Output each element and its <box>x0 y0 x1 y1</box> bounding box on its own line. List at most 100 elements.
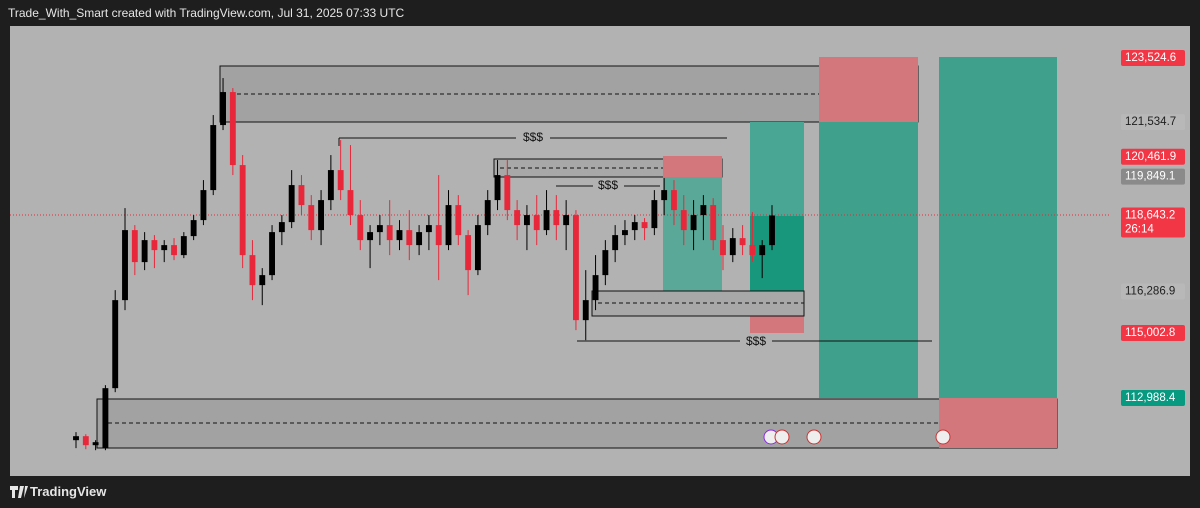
candle-body <box>700 205 707 216</box>
candle-body <box>122 230 128 301</box>
candle-body <box>327 170 334 201</box>
candle-body <box>200 190 207 221</box>
candle-body <box>494 175 501 201</box>
price-label-bg <box>1121 114 1185 131</box>
target-zone <box>939 57 1057 398</box>
target-zone <box>819 122 918 398</box>
candle-body <box>229 92 236 166</box>
candle-body <box>298 185 305 206</box>
annotation: $$$ <box>523 130 543 144</box>
price-label-bg <box>1121 49 1185 66</box>
candle-body <box>582 300 589 321</box>
candle-body <box>455 205 462 236</box>
price-label-bg <box>1121 168 1185 185</box>
candle-body <box>592 275 599 301</box>
price-axis: 123,524.6 121,534.7 120,461.9 119,849.1 118,… <box>1121 49 1185 406</box>
candle-body <box>769 215 775 246</box>
stop-zone <box>663 156 722 177</box>
candle-body <box>622 230 628 236</box>
candle-body <box>367 232 374 241</box>
candle-body <box>533 215 540 231</box>
candle-body <box>484 200 491 226</box>
candle-body <box>376 225 383 233</box>
candle-body <box>82 436 89 446</box>
price-label-bg <box>1121 389 1185 406</box>
candle-body <box>739 238 746 246</box>
countdown: 26:14 <box>1125 224 1154 236</box>
candle-body <box>347 190 354 216</box>
price-label: 120,461.9 <box>1125 151 1176 163</box>
candle-body <box>435 225 442 246</box>
footer-text: TradingView <box>30 484 107 499</box>
candle-body <box>171 245 177 256</box>
candle-body <box>671 190 677 211</box>
price-label-bg <box>1121 148 1185 165</box>
price-label: 115,002.8 <box>1125 327 1175 339</box>
candle-body <box>406 230 413 246</box>
candle-body <box>386 225 393 241</box>
candle-body <box>210 125 217 191</box>
candle-body <box>180 236 187 256</box>
target-zone <box>750 122 804 216</box>
candle-body <box>602 250 609 276</box>
candle-body <box>523 215 530 226</box>
candle-body <box>690 215 697 231</box>
candle-body <box>151 240 158 251</box>
event-icon[interactable] <box>806 429 822 445</box>
price-label: 123,524.6 <box>1125 52 1176 64</box>
target-zone <box>750 216 804 291</box>
candle-body <box>220 92 226 126</box>
candle-body <box>190 220 197 237</box>
candle-body <box>661 190 668 201</box>
candle-body <box>474 225 481 271</box>
candle-body <box>161 245 168 251</box>
price-label: 119,849.1 <box>1125 171 1175 183</box>
candle-body <box>318 200 325 231</box>
candle-body <box>112 300 119 389</box>
candle-body <box>514 210 521 226</box>
candle-body <box>680 210 687 231</box>
candle-body <box>131 230 138 263</box>
candle-body <box>641 222 648 229</box>
candle-body <box>553 210 560 226</box>
price-label: 116,286.9 <box>1125 286 1175 298</box>
candle-body <box>631 222 638 231</box>
candle-body <box>543 210 550 231</box>
candle-body <box>102 388 109 449</box>
candle-body <box>759 245 766 256</box>
candle-body <box>141 240 148 263</box>
candle-body <box>288 185 295 223</box>
candle-body <box>720 240 726 256</box>
candle-body <box>396 230 403 241</box>
candle-body <box>357 215 364 241</box>
annotation: $$$ <box>746 334 766 348</box>
stop-zone <box>939 398 1057 448</box>
annotation: $$$ <box>598 178 618 192</box>
header-text: Trade_With_Smart created with TradingVie… <box>8 6 405 20</box>
price-label: 121,534.7 <box>1125 116 1176 128</box>
logo[interactable] <box>10 486 28 498</box>
candle-body <box>337 170 344 191</box>
price-label-bg <box>1121 207 1185 238</box>
candle-body <box>651 200 658 229</box>
candle-body <box>445 205 452 246</box>
candle-body <box>73 436 79 441</box>
candle-body <box>259 275 266 286</box>
candle-body <box>504 175 511 211</box>
event-icon[interactable] <box>774 429 790 445</box>
candle-body <box>749 245 756 256</box>
stop-zone <box>819 57 918 122</box>
candle-body <box>425 225 432 233</box>
candle-body <box>563 215 570 226</box>
price-label: 112,988.4 <box>1125 392 1176 404</box>
price-label-bg <box>1121 283 1185 300</box>
candle-body <box>612 235 619 251</box>
event-icon[interactable] <box>935 429 951 445</box>
candles <box>73 78 775 451</box>
candle-body <box>92 442 99 446</box>
price-label: 118,643.2 <box>1125 210 1175 222</box>
candle-body <box>308 205 315 231</box>
drawings: $$$ $$$ $$$ <box>10 57 1110 449</box>
